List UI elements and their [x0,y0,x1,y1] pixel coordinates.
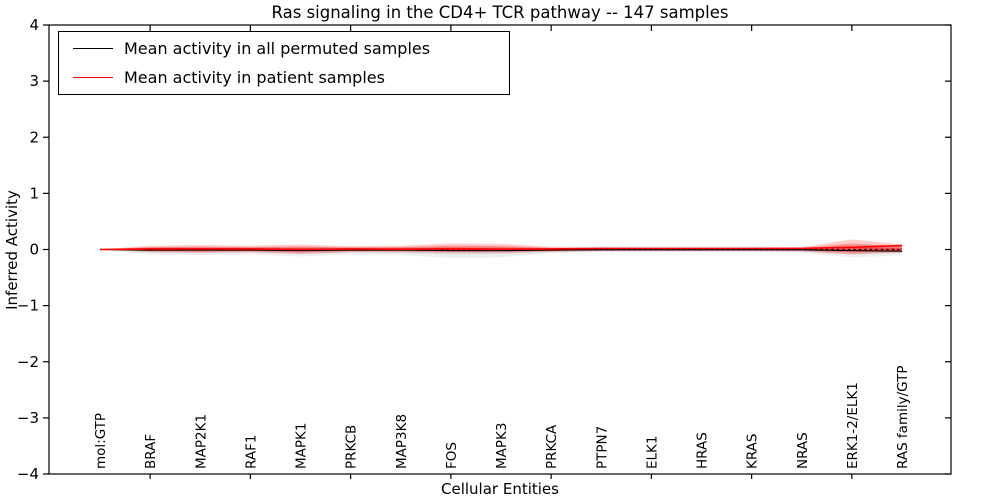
legend-label-permuted: Mean activity in all permuted samples [124,38,431,58]
y-tick-label: 1 [29,184,39,202]
y-axis-label: Inferred Activity [3,190,21,310]
legend-item-patient: Mean activity in patient samples [73,67,509,89]
y-tick-label: 2 [29,128,39,146]
x-tick-label: PTPN7 [594,426,610,469]
series-line-patient [99,244,903,251]
x-tick-label: MAPK3 [494,423,510,469]
y-tick-label: 4 [29,16,39,34]
y-tick-label: 0 [29,241,39,259]
y-tick-label: −4 [17,465,39,483]
y-tick-label: 3 [29,72,39,90]
x-tick-label: PRKCB [344,425,360,469]
chart-title: Ras signaling in the CD4+ TCR pathway --… [271,3,729,22]
series-line-permuted [99,248,903,252]
x-tick-label: MAP2K1 [193,414,209,469]
x-tick-label: RAF1 [243,435,259,469]
y-tick-label: −2 [17,353,39,371]
x-tick-label: KRAS [745,434,761,470]
x-tick-label: mol:GTP [93,413,109,469]
legend-line-patient-sample [73,77,113,78]
legend-item-permuted: Mean activity in all permuted samples [73,38,509,60]
x-axis-label: Cellular Entities [441,480,559,498]
x-tick-label: MAPK1 [294,423,310,469]
x-tick-label: ERK1-2/ELK1 [845,382,861,469]
x-tick-label: HRAS [695,432,711,469]
x-tick-label: PRKCA [544,424,560,469]
x-tick-label: NRAS [795,432,811,469]
legend-box: Mean activity in all permuted samples Me… [58,31,510,95]
x-tick-label: ELK1 [644,436,660,470]
y-tick-label: −3 [17,409,39,427]
y-tick-label: −1 [17,297,39,315]
x-tick-label: BRAF [143,434,159,469]
x-tick-label: RAS family/GTP [895,365,911,469]
x-tick-label: MAP3K8 [394,414,410,469]
x-tick-label: FOS [444,442,460,469]
legend-line-permuted-sample [73,48,113,49]
legend-label-patient: Mean activity in patient samples [124,67,385,87]
